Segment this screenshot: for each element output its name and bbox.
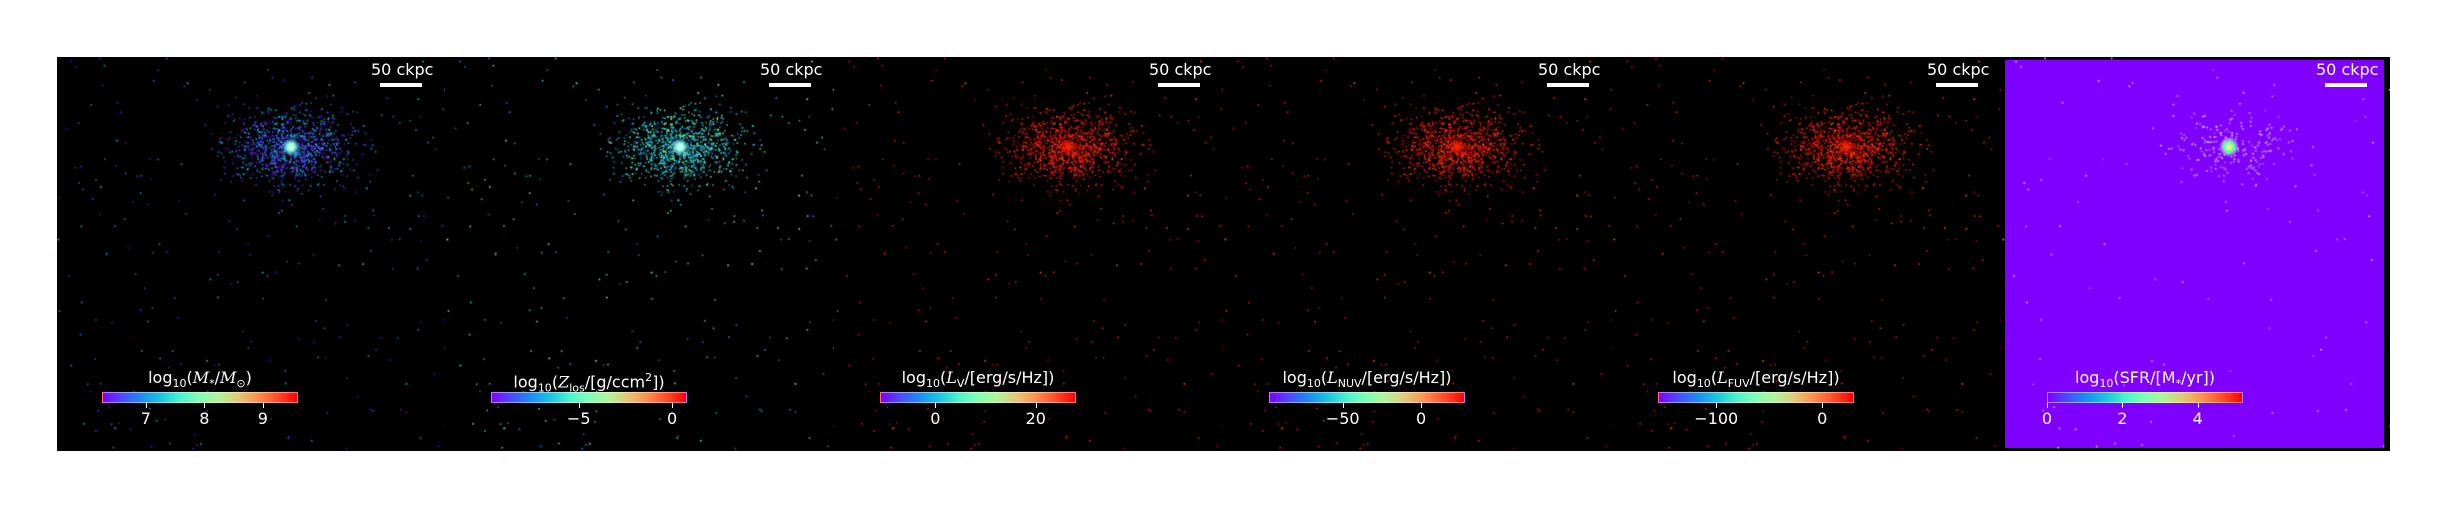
colorbar-tick <box>2197 403 2199 408</box>
panel-metallicity: 50 ckpc log10(Zlos/[g/ccm2]) −5 0 <box>446 57 834 451</box>
colorbar-tick-label: −5 <box>566 409 591 428</box>
colorbar-tick <box>1035 403 1037 408</box>
scalebar-label: 50 ckpc <box>1927 60 1990 79</box>
particle-map <box>1224 57 1612 451</box>
colorbar-title: log10(Zlos/[g/ccm2]) <box>513 371 665 395</box>
colorbar-tick <box>1421 403 1423 408</box>
colorbar-tick-label: −50 <box>1325 409 1360 428</box>
colorbar-tick-label: 2 <box>2117 409 2128 428</box>
colorbar-tick-label: −100 <box>1694 409 1739 428</box>
colorbar-tick-label: 0 <box>1416 409 1427 428</box>
panel-stellar-mass: 50 ckpc log10(M*/M⊙) 7 8 9 <box>57 57 445 451</box>
colorbar-tick <box>1716 403 1718 408</box>
panel-luminosity-nuv: 50 ckpc log10(LNUV/[erg/s/Hz]) −50 0 <box>1224 57 1612 451</box>
colorbar-gradient <box>880 392 1076 403</box>
colorbar-gradient <box>1658 392 1854 403</box>
scalebar: 50 ckpc <box>371 60 434 87</box>
colorbar-tick-label: 0 <box>2041 409 2053 428</box>
panel-luminosity-v: 50 ckpc log10(LV/[erg/s/Hz]) 0 20 <box>835 57 1223 451</box>
scalebar-line <box>1158 83 1200 87</box>
particle-map <box>57 57 445 451</box>
colorbar-gradient <box>1269 392 1465 403</box>
scalebar-label: 50 ckpc <box>1538 60 1601 79</box>
colorbar-tick <box>672 403 674 408</box>
scalebar-label: 50 ckpc <box>371 60 434 79</box>
colorbar-tick-label: 7 <box>140 409 151 428</box>
colorbar-title: log10(LNUV/[erg/s/Hz]) <box>1282 368 1452 391</box>
particle-map <box>1613 57 2001 451</box>
figure: 50 ckpc log10(M*/M⊙) 7 8 9 50 ckpc log10(Z… <box>57 57 2390 451</box>
particle-map <box>2002 57 2390 451</box>
colorbar-title: log10(SFR/[M*/yr]) <box>2075 368 2215 391</box>
colorbar-tick-label: 8 <box>199 409 210 428</box>
particle-map <box>446 57 834 451</box>
colorbar-gradient <box>2047 392 2243 403</box>
colorbar-tick-label: 0 <box>666 409 678 428</box>
panel-luminosity-fuv: 50 ckpc log10(LFUV/[erg/s/Hz]) −100 0 <box>1613 57 2001 451</box>
scalebar-label: 50 ckpc <box>1149 60 1212 79</box>
scalebar-line <box>769 83 811 87</box>
scalebar: 50 ckpc <box>1149 60 1212 87</box>
scalebar-line <box>1547 83 1589 87</box>
colorbar-tick <box>204 403 206 408</box>
scalebar: 50 ckpc <box>2316 60 2379 87</box>
colorbar-tick <box>145 403 147 408</box>
colorbar-tick <box>1342 403 1344 408</box>
scalebar-line <box>380 83 422 87</box>
colorbar-tick-label: 4 <box>2192 409 2203 428</box>
colorbar-gradient <box>102 392 298 403</box>
particle-map <box>835 57 1223 451</box>
scalebar-line <box>1936 83 1978 87</box>
colorbar-tick <box>1822 403 1824 408</box>
scalebar-label: 50 ckpc <box>2316 60 2379 79</box>
colorbar-tick <box>262 403 264 408</box>
colorbar-title: log10(M*/M⊙) <box>148 368 252 391</box>
colorbar-title: log10(LV/[erg/s/Hz]) <box>901 368 1055 391</box>
scalebar: 50 ckpc <box>760 60 823 87</box>
colorbar-tick <box>2047 403 2048 408</box>
scalebar: 50 ckpc <box>1538 60 1601 87</box>
scalebar: 50 ckpc <box>1927 60 1990 87</box>
colorbar-tick-label: 9 <box>257 409 268 428</box>
colorbar-tick-label: 0 <box>1817 409 1828 428</box>
colorbar-tick <box>935 403 937 408</box>
scalebar-line <box>2325 83 2367 87</box>
colorbar-title: log10(LFUV/[erg/s/Hz]) <box>1672 368 1840 391</box>
colorbar-tick <box>2122 403 2124 408</box>
panel-sfr: 50 ckpc log10(SFR/[M*/yr]) 0 2 4 <box>2002 57 2390 451</box>
scalebar-label: 50 ckpc <box>760 60 823 79</box>
colorbar-tick-label: 0 <box>930 409 941 428</box>
colorbar-tick-label: 20 <box>1025 409 1046 428</box>
colorbar-gradient <box>491 392 687 403</box>
colorbar-tick <box>578 403 580 408</box>
